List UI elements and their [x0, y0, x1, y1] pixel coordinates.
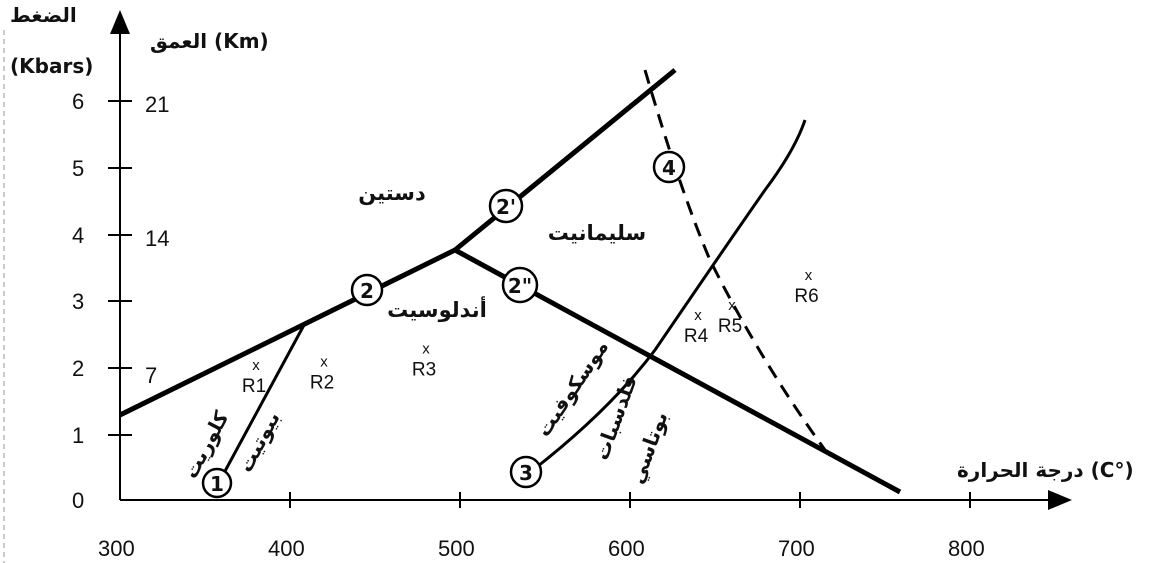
sample-r6-label: R6: [794, 286, 818, 307]
sample-r1-label: R1: [242, 376, 266, 397]
chlorite-biotite-curve: [222, 324, 306, 474]
pressure-tick-label: 5: [72, 156, 84, 181]
marker-3-label: 3: [519, 461, 533, 485]
marker-2-label: 2: [360, 279, 374, 303]
sample-r6-mark: x: [805, 267, 813, 284]
temperature-axis-title: درجة الحرارة (C°): [957, 458, 1134, 482]
sample-r2-label: R2: [310, 373, 334, 394]
pressure-axis-title: الضغط: [10, 3, 77, 27]
sample-r3-label: R3: [412, 359, 436, 380]
marker-4-label: 4: [662, 156, 676, 180]
feldspar-curve-label: فلدسبات: [589, 372, 642, 463]
depth-tick-label: 14: [145, 226, 169, 251]
kyanite-field-label: دستين: [358, 181, 426, 205]
temperature-tick-label: 800: [948, 536, 985, 561]
sample-r4-mark: x: [694, 307, 702, 324]
marker-2: 2: [350, 273, 384, 307]
muscovite-breakdown-curve: [532, 119, 807, 472]
sample-r5-mark: x: [728, 297, 736, 314]
marker-1: 1: [201, 467, 233, 499]
pressure-tick-label: 0: [72, 488, 84, 513]
sample-r5-label: R5: [718, 316, 742, 337]
kyanite-sillimanite-boundary: [453, 68, 677, 252]
marker-2-prime: 2': [488, 188, 524, 224]
depth-tick-label: 21: [145, 92, 169, 117]
pressure-tick-label: 2: [72, 356, 84, 381]
sillimanite-field-label: سليمانيت: [548, 221, 646, 245]
pressure-tick-label: 4: [72, 223, 84, 248]
temperature-tick-label: 600: [608, 536, 645, 561]
pressure-tick-label: 3: [72, 289, 84, 314]
pressure-tick-label: 6: [72, 89, 84, 114]
sample-r1-mark: x: [252, 357, 260, 374]
temperature-tick-label: 700: [778, 536, 815, 561]
temperature-tick-label: 300: [98, 536, 135, 561]
temperature-tick-label: 500: [438, 536, 475, 561]
marker-3: 3: [509, 455, 543, 489]
marker-1-label: 1: [210, 472, 224, 496]
temperature-tick-label: 400: [268, 536, 305, 561]
rock-samples: x R1 x R2 x R3 x R4 x R5 x R6: [242, 267, 819, 397]
marker-2-double-prime-label: 2": [508, 274, 532, 298]
pressure-tick-label: 1: [72, 423, 84, 448]
depth-tick-label: 7: [145, 363, 157, 388]
pressure-axis-unit: (Kbars): [10, 54, 93, 78]
depth-axis-title: العمق (Km): [150, 29, 269, 53]
marker-4: 4: [652, 150, 686, 184]
potassic-curve-label: بوتاسي: [624, 408, 673, 487]
marker-2-prime-label: 2': [496, 195, 516, 219]
sample-r2-mark: x: [320, 354, 328, 371]
sample-r3-mark: x: [422, 340, 430, 357]
marker-2-double-prime: 2": [501, 266, 539, 304]
andalusite-field-label: أندلوسيت: [387, 295, 487, 322]
sample-r4-label: R4: [684, 326, 709, 347]
melting-curve-dashed: [643, 69, 827, 451]
andalusite-kyanite-boundary: [118, 247, 457, 418]
